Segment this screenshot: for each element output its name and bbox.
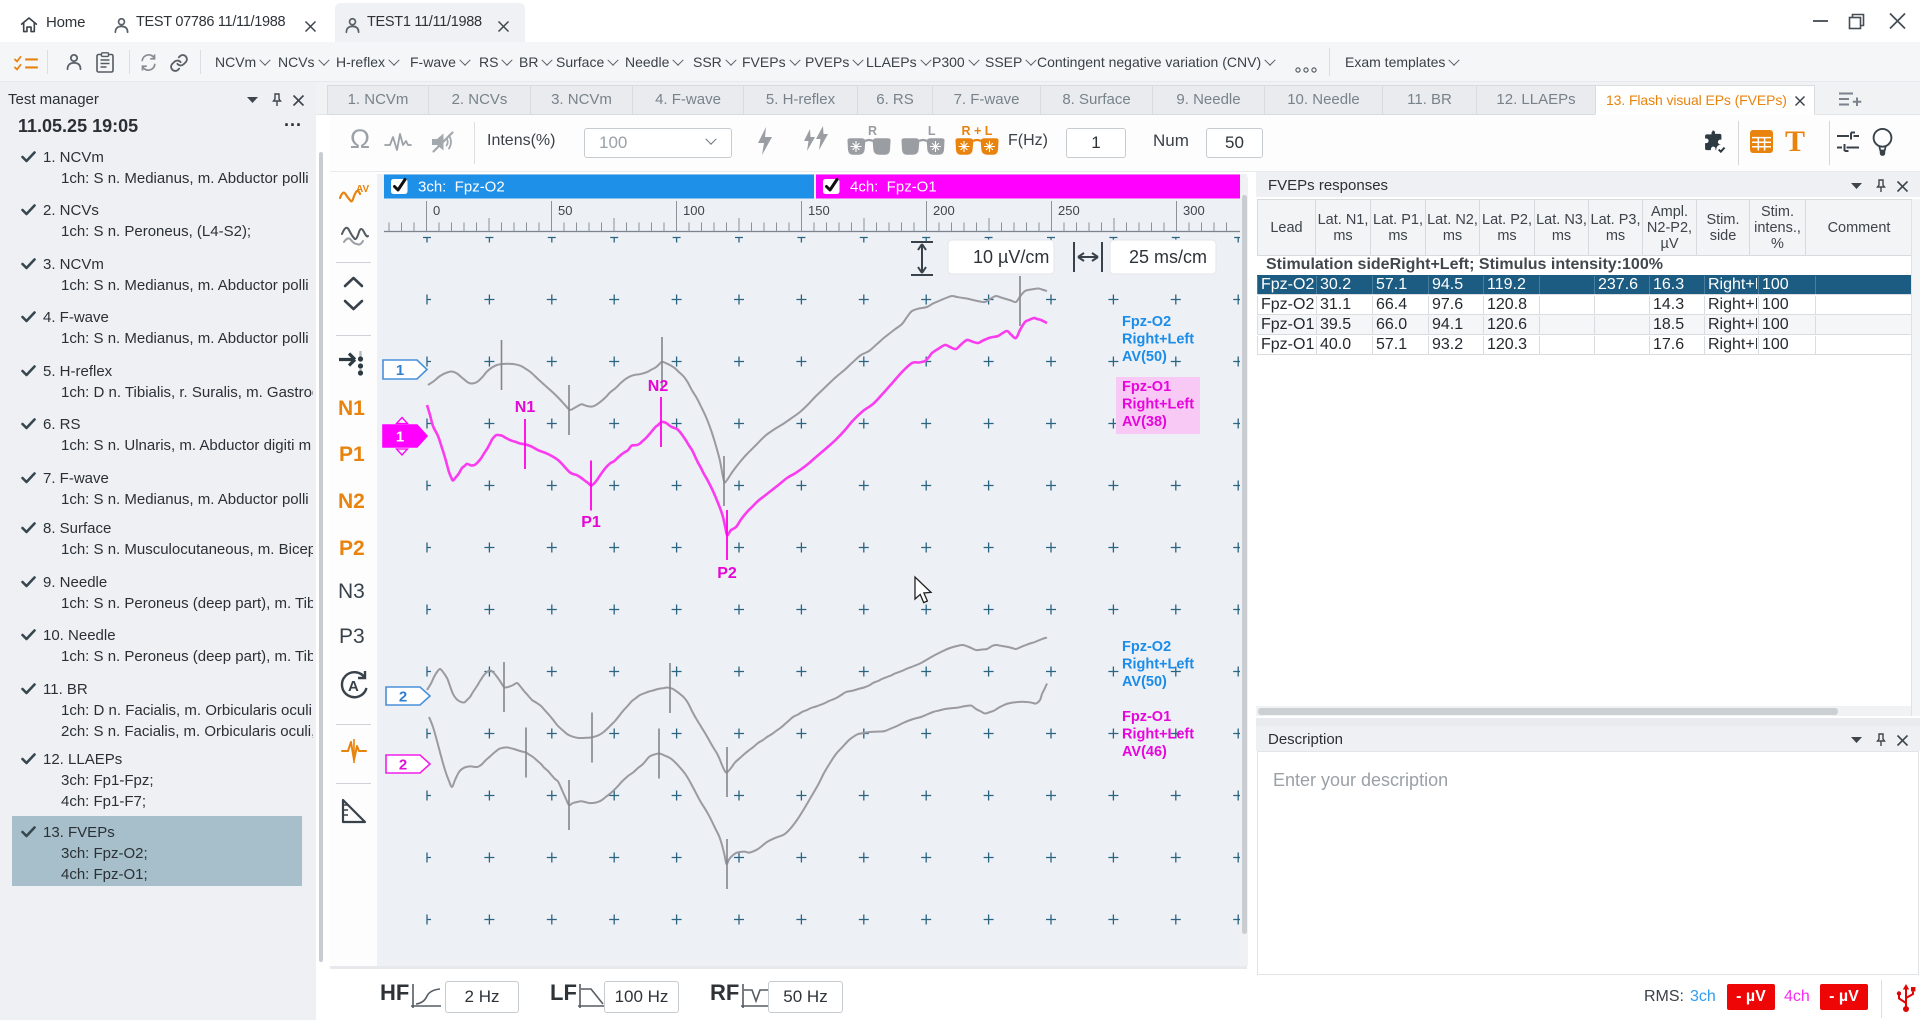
svg-text:Right+Left: Right+Left — [1122, 727, 1194, 743]
svg-text:10 µV/cm: 10 µV/cm — [973, 247, 1049, 267]
svg-text:P2: P2 — [717, 565, 737, 582]
svg-text:3ch: Fpz-O2: 3ch: Fpz-O2 — [418, 179, 505, 196]
svg-text:AV(38): AV(38) — [1122, 414, 1167, 430]
svg-text:2: 2 — [399, 757, 407, 774]
svg-text:Right+Left: Right+Left — [1122, 332, 1194, 348]
svg-text:200: 200 — [933, 203, 955, 218]
svg-text:AV: AV — [356, 184, 369, 195]
svg-text:Right+Left: Right+Left — [1122, 657, 1194, 673]
svg-text:50: 50 — [558, 203, 572, 218]
svg-text:2: 2 — [399, 689, 407, 706]
svg-text:A: A — [348, 678, 359, 695]
svg-text:P1: P1 — [581, 514, 601, 531]
svg-text:1: 1 — [396, 429, 404, 446]
svg-text:Fpz-O2: Fpz-O2 — [1122, 639, 1171, 655]
svg-text:4ch: Fpz-O1: 4ch: Fpz-O1 — [850, 179, 937, 196]
svg-text:300: 300 — [1183, 203, 1205, 218]
svg-text:Right+Left: Right+Left — [1122, 397, 1194, 413]
svg-text:250: 250 — [1058, 203, 1080, 218]
svg-text:100: 100 — [683, 203, 705, 218]
svg-text:25 ms/cm: 25 ms/cm — [1129, 247, 1207, 267]
svg-text:Fpz-O2: Fpz-O2 — [1122, 314, 1171, 330]
svg-text:Fpz-O1: Fpz-O1 — [1122, 379, 1171, 395]
svg-text:0: 0 — [433, 203, 440, 218]
svg-text:150: 150 — [808, 203, 830, 218]
svg-text:Fpz-O1: Fpz-O1 — [1122, 709, 1171, 725]
svg-text:N2: N2 — [648, 378, 669, 395]
svg-text:1: 1 — [396, 362, 404, 379]
svg-text:AV(50): AV(50) — [1122, 674, 1167, 690]
svg-text:AV(46): AV(46) — [1122, 744, 1167, 760]
svg-text:AV(50): AV(50) — [1122, 349, 1167, 365]
svg-text:N1: N1 — [515, 399, 536, 416]
